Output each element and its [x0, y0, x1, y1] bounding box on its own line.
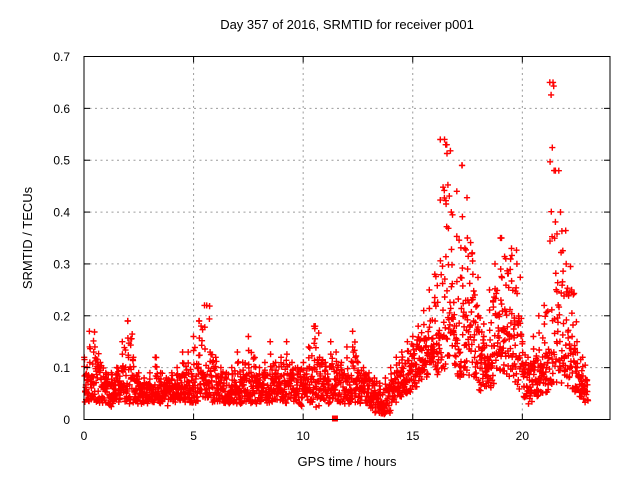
tick-labels: 0 5 10 15 20 0 0.1 0.2 0.3 0.4 0.5 0.6 0.7 [53, 50, 529, 443]
scatter-plus-markers [81, 79, 592, 418]
x-tick-label: 0 [81, 429, 88, 443]
y-tick-label: 0.1 [53, 361, 70, 375]
chart-title: Day 357 of 2016, SRMTID for receiver p00… [220, 17, 474, 32]
y-tick-label: 0.6 [53, 102, 70, 116]
x-tick-label: 5 [190, 429, 197, 443]
axes [83, 56, 611, 420]
y-tick-label: 0.7 [53, 50, 70, 64]
grid-lines [84, 56, 610, 420]
data-points [81, 79, 592, 422]
x-tick-label: 20 [516, 429, 530, 443]
scatter-peak-markers [124, 79, 558, 330]
y-tick-label: 0.4 [53, 206, 70, 220]
x-tick-label: 10 [296, 429, 310, 443]
x-tick-label: 15 [406, 429, 420, 443]
y-tick-label: 0.5 [53, 154, 70, 168]
plot-border [83, 56, 611, 420]
y-tick-label: 0.2 [53, 309, 70, 323]
x-axis-label: GPS time / hours [298, 454, 397, 469]
y-axis-label: SRMTID / TECUs [20, 186, 35, 289]
y-tick-label: 0.3 [53, 257, 70, 271]
outlier-square-marker [331, 415, 338, 422]
y-tick-label: 0 [63, 413, 70, 427]
